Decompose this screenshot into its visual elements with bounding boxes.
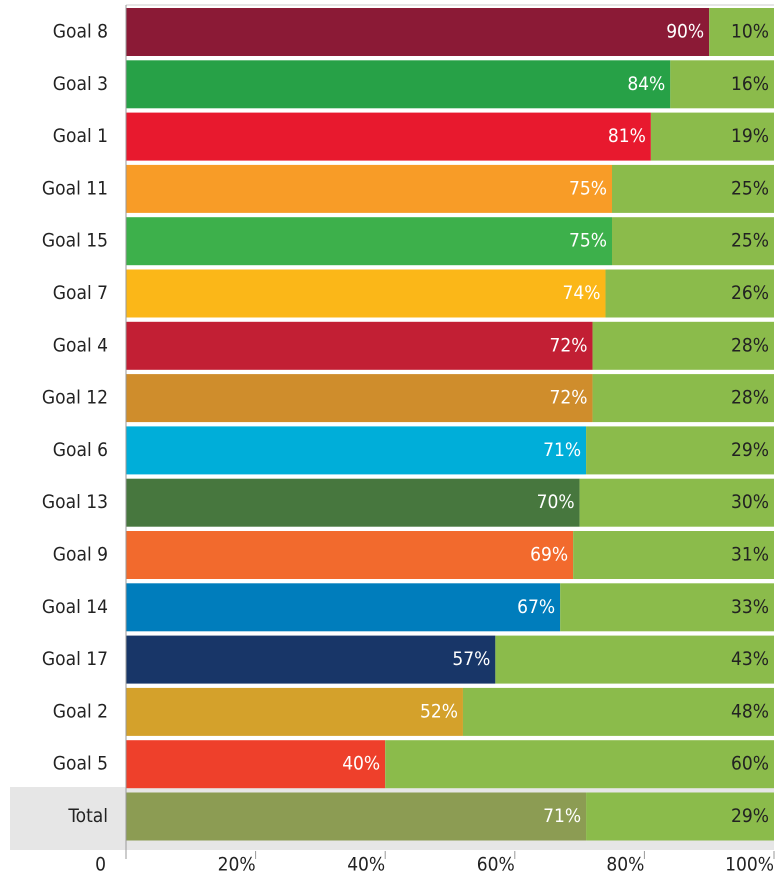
- value-label: 57%: [452, 648, 490, 670]
- value-label: 29%: [731, 805, 769, 827]
- bar-segment: [612, 217, 774, 266]
- category-label: Goal 17: [42, 648, 108, 670]
- value-label: 19%: [731, 125, 769, 147]
- value-label: 74%: [563, 282, 601, 304]
- value-label: 28%: [731, 387, 769, 409]
- bar-segment: [592, 374, 774, 423]
- category-label: Goal 1: [53, 125, 108, 147]
- bar-segment: [126, 583, 561, 632]
- bar-segment: [385, 740, 774, 789]
- value-label: 29%: [731, 439, 769, 461]
- value-label: 71%: [543, 439, 581, 461]
- category-label: Goal 2: [53, 700, 108, 722]
- bar-segment: [462, 687, 774, 736]
- bar-segment: [126, 687, 463, 736]
- value-label: 48%: [731, 700, 769, 722]
- value-label: 81%: [608, 125, 646, 147]
- bar-segment: [126, 426, 587, 475]
- bar-segment: [709, 8, 774, 56]
- value-label: 10%: [731, 21, 769, 43]
- bar-segment: [612, 164, 774, 213]
- value-label: 16%: [731, 73, 769, 95]
- bar-segment: [126, 321, 593, 370]
- value-label: 72%: [550, 387, 588, 409]
- value-label: 75%: [569, 230, 607, 252]
- bar-segment: [495, 635, 774, 684]
- value-label: 71%: [543, 805, 581, 827]
- x-tick-label: 100%: [725, 854, 774, 876]
- value-label: 52%: [420, 700, 458, 722]
- bar-segment: [573, 531, 774, 579]
- bar-segment: [126, 164, 612, 213]
- bar-segment: [126, 740, 386, 789]
- value-label: 70%: [537, 491, 575, 513]
- value-label: 25%: [731, 177, 769, 199]
- x-tick-label: 20%: [218, 854, 256, 876]
- category-label: Goal 5: [53, 753, 108, 775]
- category-label: Goal 12: [42, 387, 108, 409]
- category-label: Goal 8: [53, 21, 108, 43]
- bar-segment: [126, 635, 496, 684]
- value-label: 43%: [731, 648, 769, 670]
- bar-segment: [126, 478, 580, 527]
- bar-segment: [605, 269, 774, 318]
- category-label: Goal 9: [53, 544, 108, 566]
- value-label: 67%: [517, 596, 555, 618]
- category-label: Goal 13: [42, 491, 108, 513]
- value-label: 90%: [666, 21, 704, 43]
- bar-segment: [126, 112, 651, 161]
- value-label: 69%: [530, 544, 568, 566]
- category-label: Goal 14: [42, 596, 108, 618]
- value-label: 40%: [342, 753, 380, 775]
- value-label: 33%: [731, 596, 769, 618]
- bar-segment: [592, 321, 774, 370]
- x-tick-label: 60%: [477, 854, 515, 876]
- value-label: 25%: [731, 230, 769, 252]
- bar-segment: [126, 8, 710, 56]
- bar-segment: [126, 531, 574, 579]
- category-label: Goal 3: [53, 73, 108, 95]
- category-label: Goal 11: [42, 177, 108, 199]
- bar-segment: [126, 217, 612, 266]
- value-label: 72%: [550, 334, 588, 356]
- bar-segment: [650, 112, 774, 161]
- value-label: 28%: [731, 334, 769, 356]
- category-label: Goal 15: [42, 230, 108, 252]
- bar-segment: [586, 426, 774, 475]
- category-label: Goal 6: [53, 439, 108, 461]
- value-label: 84%: [627, 73, 665, 95]
- value-label: 75%: [569, 177, 607, 199]
- value-label: 31%: [731, 544, 769, 566]
- bar-segment: [579, 478, 774, 527]
- value-label: 26%: [731, 282, 769, 304]
- category-label: Goal 4: [53, 334, 108, 356]
- bar-segment: [126, 60, 671, 109]
- x-tick-label: 0: [95, 854, 106, 876]
- bar-segment: [586, 792, 774, 841]
- bar-segment: [560, 583, 774, 632]
- value-label: 60%: [731, 753, 769, 775]
- bar-segment: [126, 374, 593, 423]
- x-tick-label: 80%: [606, 854, 644, 876]
- bar-segment: [126, 269, 606, 318]
- category-label: Goal 7: [53, 282, 108, 304]
- value-label: 30%: [731, 491, 769, 513]
- category-label: Total: [67, 805, 108, 827]
- bar-segment: [670, 60, 774, 109]
- bar-segment: [126, 792, 587, 841]
- x-tick-label: 40%: [347, 854, 385, 876]
